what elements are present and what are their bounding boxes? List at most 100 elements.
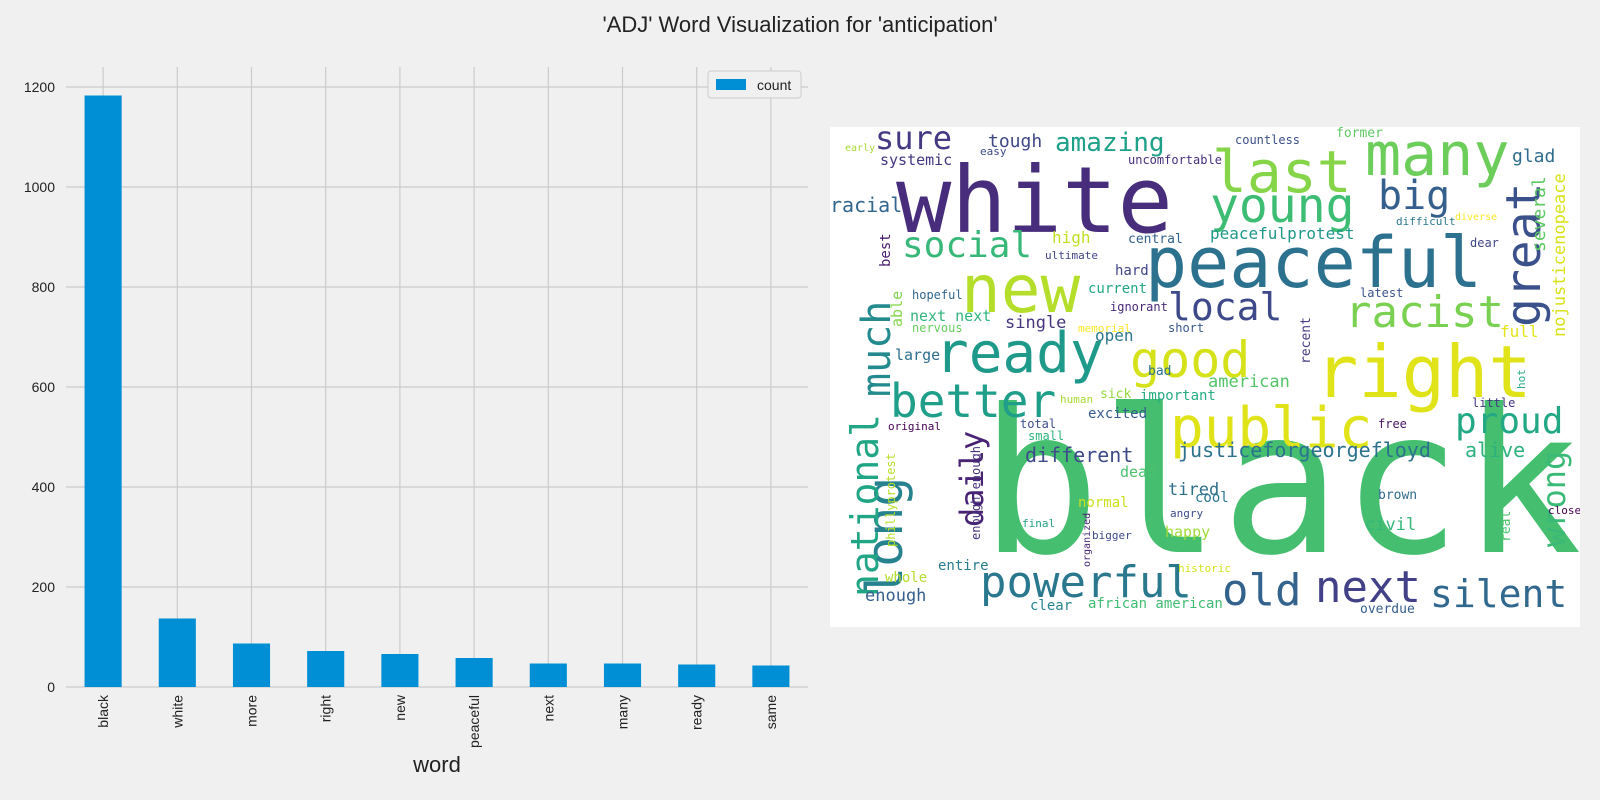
legend: count xyxy=(707,70,802,99)
wordcloud-word: nojusticenopeace xyxy=(1550,173,1570,337)
wordcloud-word: african american xyxy=(1088,596,1223,612)
legend-frame xyxy=(707,70,802,99)
wordcloud-word: bad xyxy=(1148,364,1171,379)
bar-many xyxy=(603,663,642,687)
wordcloud-word: close xyxy=(1548,504,1580,517)
wordcloud-word: peaceful xyxy=(1145,222,1482,304)
wordcloud-word: diverse xyxy=(1455,212,1497,223)
wordcloud-word: hot xyxy=(1515,369,1528,389)
wordcloud-word: best xyxy=(878,233,894,267)
wordcloud-word: sick xyxy=(1100,387,1131,402)
x-tick-label: black xyxy=(95,694,111,728)
wordcloud-word: racist xyxy=(1345,287,1504,338)
wordcloud-word: tough xyxy=(988,131,1042,152)
bar-black xyxy=(84,95,122,687)
wordcloud-word: high xyxy=(1052,228,1091,247)
bar-right xyxy=(307,651,345,687)
wordcloud-word: peacefulprotest xyxy=(1210,224,1355,243)
wordcloud-word: able xyxy=(888,291,906,327)
y-tick-label: 200 xyxy=(32,579,56,595)
x-axis-label: word xyxy=(412,752,461,777)
bar-peaceful xyxy=(455,658,493,687)
wordcloud-word: different xyxy=(1025,443,1133,467)
wordcloud-word: small xyxy=(1028,429,1064,443)
wordcloud-word: historic xyxy=(1178,562,1231,575)
wordcloud-word: many xyxy=(1365,127,1510,190)
wordcloud-word: organized xyxy=(1082,513,1093,567)
wordcloud-word: phillyprotest xyxy=(884,453,898,547)
wordcloud-word: public xyxy=(1170,396,1372,461)
wordcloud-word: daily xyxy=(953,431,991,527)
wordcloud-word: latest xyxy=(1360,286,1403,300)
wordcloud-word: current xyxy=(1088,281,1147,297)
wordcloud-word: ignorant xyxy=(1110,300,1168,314)
wordcloud-word: systemic xyxy=(880,151,952,169)
x-tick-label: many xyxy=(615,695,631,729)
wordcloud-word: powerful xyxy=(980,557,1192,608)
x-tick-label: next xyxy=(540,695,556,722)
wordcloud-word: white xyxy=(896,147,1173,254)
wordcloud-word: single xyxy=(1005,313,1066,333)
wordcloud-word: long xyxy=(856,477,914,597)
wordcloud-word: right xyxy=(1315,330,1532,414)
wordcloud-word: important xyxy=(1140,388,1216,404)
wordcloud-word: angry xyxy=(1170,507,1203,520)
bar-same xyxy=(752,665,790,687)
wordcloud-word: amazing xyxy=(1055,128,1165,158)
wordcloud-word: easy xyxy=(980,145,1007,158)
wordcloud-word: countless xyxy=(1235,133,1300,147)
x-tick-label: new xyxy=(392,694,408,721)
wordcloud-word: original xyxy=(888,420,941,433)
bar-new xyxy=(381,654,419,687)
wordcloud-word: cool xyxy=(1195,490,1229,506)
wordcloud-word: big xyxy=(1378,173,1450,219)
y-tick-label: 0 xyxy=(47,679,55,695)
x-tick-label: right xyxy=(318,695,334,722)
wordcloud-word: proud xyxy=(1455,401,1563,442)
wordcloud-word: early xyxy=(845,143,875,154)
bar-next xyxy=(529,663,567,687)
wordcloud-word: national xyxy=(843,414,887,597)
wordcloud-word: dear xyxy=(1470,236,1499,250)
wordcloud-word: hard xyxy=(1115,263,1149,279)
wordcloud-word: ready xyxy=(935,321,1104,386)
wordcloud-word: open xyxy=(1095,326,1134,345)
wordcloud-word: enough xyxy=(865,586,926,606)
bar-chart: 0 200 400 600 800 1000 1200 black white more right… xyxy=(24,67,808,777)
wordcloud-word: black xyxy=(980,367,1580,600)
wordcloud-word: entire xyxy=(938,558,989,574)
wordcloud-word: real xyxy=(1499,511,1514,542)
wordcloud-word: short xyxy=(1168,321,1204,335)
wordcloud-word: young xyxy=(1210,178,1355,234)
wordcloud-word: american xyxy=(1208,372,1290,392)
wordcloud-word: alive xyxy=(1465,438,1525,462)
x-tick-label: white xyxy=(169,695,185,729)
wordcloud-word: recent xyxy=(1299,317,1314,364)
wordcloud-word: sure xyxy=(875,127,952,157)
wordcloud-word: free xyxy=(1378,417,1407,431)
x-tick-label: more xyxy=(244,695,260,727)
wordcloud-word: social xyxy=(902,225,1032,266)
x-tick-label: ready xyxy=(689,695,705,730)
wordcloud-word: clear xyxy=(1030,598,1072,614)
wordcloud-word: dead xyxy=(1120,463,1156,481)
wordcloud-word: bigger xyxy=(1092,529,1132,542)
x-tick-label: peaceful xyxy=(466,695,482,748)
wordcloud-word: next next xyxy=(910,307,991,325)
wordcloud-word: excited xyxy=(1088,406,1147,422)
wordcloud-word: last xyxy=(1212,138,1352,206)
figure-title: 'ADJ' Word Visualization for 'anticipati… xyxy=(602,12,998,37)
wordcloud-word: little xyxy=(1472,396,1515,410)
wordcloud-word: overdue xyxy=(1360,602,1415,617)
wordcloud-word: wrong xyxy=(1535,451,1573,547)
wordcloud-word: total xyxy=(1020,417,1056,431)
bar-more xyxy=(232,643,271,687)
wordcloud-word: nervous xyxy=(912,321,963,335)
wordcloud-word: good xyxy=(1130,331,1250,389)
wordcloud-word: hopeful xyxy=(912,288,963,302)
wordcloud-word: justiceforgeorgefloyd xyxy=(1178,438,1431,462)
wordcloud-word: old xyxy=(1222,565,1301,616)
wordcloud-word: final xyxy=(1022,517,1055,530)
wordcloud-word: former xyxy=(1336,127,1383,141)
